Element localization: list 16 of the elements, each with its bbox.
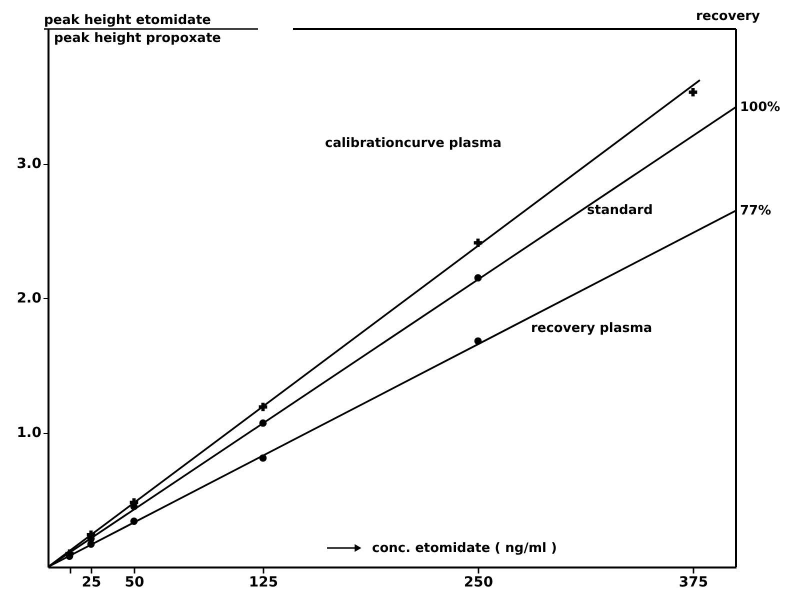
x-tick-label: 250 (464, 574, 494, 590)
annotation: standard (587, 203, 653, 218)
annotation: 100% (740, 100, 780, 116)
x-axis-title: conc. etomidate ( ng/ml ) (372, 541, 557, 556)
y-tick-label: 3.0 (16, 156, 42, 172)
x-tick-label: 375 (678, 574, 708, 590)
x-tick-label: 25 (82, 574, 102, 590)
y2-axis-title: recovery (696, 9, 761, 24)
annotation: recovery plasma (531, 321, 652, 336)
y-tick-label: 2.0 (16, 290, 42, 306)
annotation: 77% (740, 204, 772, 219)
y-axis-title: peak height etomidate peak height propoxate (44, 13, 222, 46)
y-tick-label: 1.0 (16, 425, 42, 441)
annotation: calibrationcurve plasma (325, 136, 502, 151)
x-tick-label: 125 (248, 574, 278, 590)
x-tick-label: 50 (124, 574, 144, 590)
